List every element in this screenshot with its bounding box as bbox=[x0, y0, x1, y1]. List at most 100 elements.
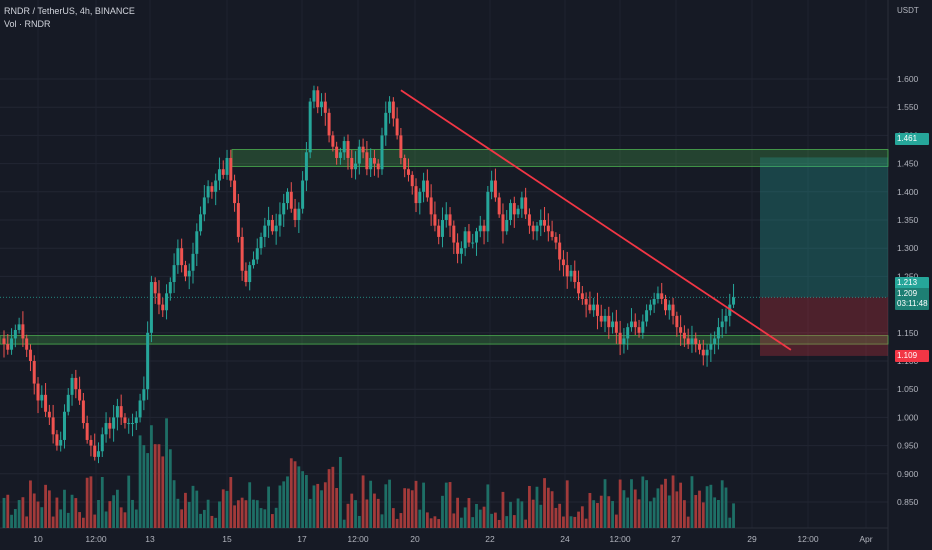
volume-bar bbox=[633, 489, 637, 528]
candle bbox=[501, 214, 505, 232]
volume-bar bbox=[546, 487, 550, 528]
candle bbox=[414, 186, 418, 204]
candle bbox=[622, 338, 626, 345]
volume-bar bbox=[425, 512, 429, 528]
candle bbox=[463, 231, 467, 249]
volume-bar bbox=[138, 435, 142, 528]
candle bbox=[289, 191, 293, 209]
candle bbox=[698, 344, 702, 350]
candle bbox=[78, 389, 82, 401]
volume-bar bbox=[444, 482, 448, 528]
volume-bar bbox=[509, 501, 512, 528]
volume-bar bbox=[259, 508, 263, 528]
candle bbox=[297, 208, 301, 220]
volume-bar bbox=[418, 509, 422, 528]
price-axis-label: 1.400 bbox=[897, 187, 919, 197]
candle bbox=[505, 220, 509, 232]
volume-bar bbox=[346, 503, 350, 528]
candle bbox=[690, 338, 694, 345]
candle bbox=[724, 315, 728, 322]
candle bbox=[611, 321, 615, 328]
volume-bar bbox=[550, 491, 554, 528]
volume-bar bbox=[63, 489, 66, 528]
candle bbox=[633, 321, 637, 328]
volume-bar bbox=[293, 461, 297, 528]
volume-bar bbox=[17, 500, 21, 528]
volume-bar bbox=[603, 479, 607, 528]
candle bbox=[176, 248, 180, 266]
candle bbox=[629, 321, 633, 328]
candle bbox=[28, 349, 32, 361]
volume-bar bbox=[384, 484, 388, 528]
candle bbox=[346, 141, 350, 158]
volume-bar bbox=[724, 487, 728, 528]
time-axis-label: 12:00 bbox=[609, 534, 631, 544]
volume-bar bbox=[373, 493, 376, 528]
candle bbox=[17, 324, 21, 330]
candle bbox=[195, 231, 199, 254]
candle bbox=[641, 321, 645, 333]
volume-bar bbox=[512, 515, 516, 528]
candle bbox=[573, 270, 577, 283]
stop-price-tag: 1.109 bbox=[895, 350, 929, 362]
volume-bar bbox=[168, 449, 172, 528]
candle bbox=[637, 327, 641, 333]
volume-bar bbox=[516, 498, 520, 528]
price-axis-label: 1.050 bbox=[897, 384, 919, 394]
candle bbox=[354, 163, 358, 170]
candle bbox=[93, 445, 97, 457]
candle bbox=[66, 394, 70, 412]
candle bbox=[51, 417, 55, 435]
symbol-title[interactable]: RNDR / TetherUS, 4h, BINANCE bbox=[4, 6, 135, 16]
candle bbox=[418, 191, 422, 204]
volume-bar bbox=[142, 445, 146, 528]
candle bbox=[437, 225, 441, 237]
trendline bbox=[400, 89, 792, 351]
time-axis-label: 13 bbox=[145, 534, 155, 544]
candle bbox=[561, 259, 565, 266]
volume-bar bbox=[520, 501, 524, 528]
volume-bar bbox=[218, 501, 221, 528]
volume-bar bbox=[248, 482, 252, 528]
price-axis-label: 1.150 bbox=[897, 328, 919, 338]
candle bbox=[97, 451, 100, 457]
volume-bar bbox=[588, 492, 592, 528]
candle bbox=[361, 146, 365, 153]
candle bbox=[6, 344, 10, 350]
candle bbox=[248, 265, 252, 283]
candle bbox=[104, 423, 108, 435]
candle bbox=[217, 169, 221, 181]
volume-bar bbox=[456, 497, 459, 528]
candle bbox=[372, 157, 376, 164]
candle bbox=[127, 423, 131, 425]
volume-indicator-label[interactable]: Vol · RNDR bbox=[4, 19, 51, 29]
volume-bar bbox=[361, 475, 365, 528]
candle bbox=[32, 361, 36, 384]
volume-bar bbox=[403, 488, 407, 528]
volume-bar bbox=[592, 500, 596, 528]
candle bbox=[467, 231, 471, 243]
candle bbox=[342, 141, 346, 153]
price-axis-label: 0.900 bbox=[897, 469, 919, 479]
volume-bar bbox=[165, 418, 168, 528]
current-price-alt-tag: 1.209 bbox=[895, 288, 929, 300]
time-axis-label: 10 bbox=[33, 534, 43, 544]
volume-bar bbox=[433, 516, 437, 528]
volume-bar bbox=[656, 488, 660, 528]
volume-bar bbox=[599, 495, 603, 528]
candle bbox=[475, 231, 478, 243]
volume-bar bbox=[596, 503, 599, 528]
volume-bar bbox=[119, 507, 123, 528]
candle bbox=[652, 298, 656, 305]
volume-bar bbox=[565, 480, 569, 528]
candle bbox=[293, 208, 297, 220]
candle bbox=[388, 101, 392, 113]
volume-bar bbox=[236, 500, 240, 528]
volume-bar bbox=[584, 518, 588, 528]
volume-bar bbox=[131, 499, 134, 528]
volume-bar bbox=[116, 489, 119, 528]
volume-bar bbox=[528, 485, 531, 528]
candle bbox=[546, 225, 550, 232]
candle bbox=[433, 214, 437, 226]
